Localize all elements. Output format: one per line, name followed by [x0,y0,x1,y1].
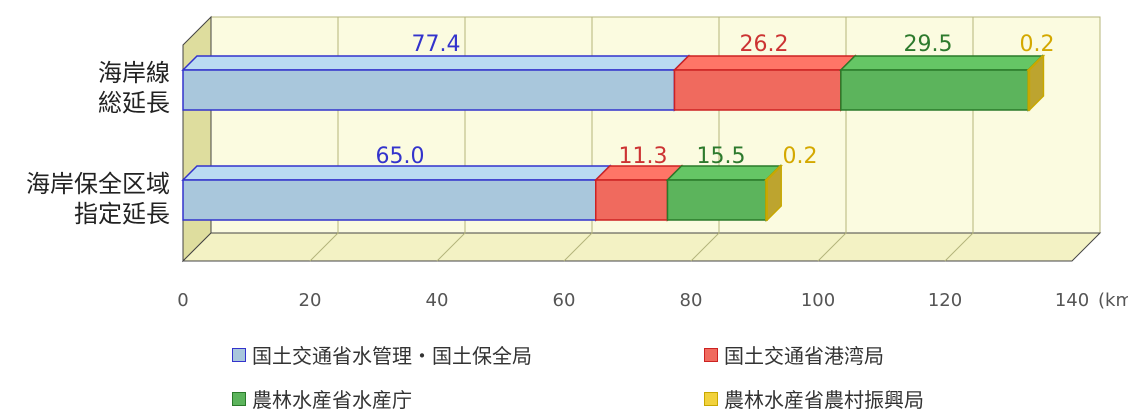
bar-1-series-2-top [672,55,857,71]
legend-item-series-3: 農林水産省水産庁 [232,384,412,413]
x-tick-label-80: 80 [680,290,703,311]
data-label-1-series-1: 77.4 [412,32,461,57]
bar-2-series-4-side [766,164,782,222]
bar-2-series-2 [595,179,669,221]
legend-label-series-4: 農林水産省農村振興局 [724,388,924,412]
legend-item-series-2: 国土交通省港湾局 [704,340,884,369]
bar-1-series-3 [840,69,1029,111]
x-tick-label-120: 120 [928,290,962,311]
bar-1-series-4-side [1028,54,1045,112]
x-tick-label-140: 140 [1055,290,1089,311]
data-label-2-series-1: 65.0 [376,144,425,169]
gridline-floor-120 [944,232,974,262]
gridline-floor-100 [817,232,847,262]
category-label-1-line-1: 海岸線 [98,59,170,87]
x-tick-label-40: 40 [426,290,449,311]
bar-1-series-1-top [181,55,691,71]
x-tick-label-60: 60 [553,290,576,311]
gridline-floor-60 [563,232,593,262]
legend-swatch-series-2 [704,348,718,362]
category-label-2-line-1: 海岸保全区域 [26,170,170,198]
bar-1-series-2 [673,69,842,111]
legend-label-series-2: 国土交通省港湾局 [724,344,884,368]
bar-1-series-3-top [839,55,1044,71]
category-label-1-line-2: 総延長 [98,89,170,117]
data-label-2-series-2: 11.3 [619,144,668,169]
data-label-1-series-2: 26.2 [740,32,789,57]
legend-swatch-series-1 [232,348,246,362]
bar-1-series-1 [182,69,676,111]
chart-floor [181,232,1102,262]
legend-swatch-series-4 [704,392,718,406]
data-label-1-series-4: 0.2 [1020,32,1055,57]
chart-side-wall [182,15,212,263]
legend-item-series-4: 農林水産省農村振興局 [704,384,924,413]
gridline-floor-40 [436,232,466,262]
legend-swatch-series-3 [232,392,246,406]
data-label-2-series-3: 15.5 [697,144,746,169]
bar-2-series-3 [666,179,767,221]
x-tick-label-20: 20 [299,290,322,311]
x-tick-label-100: 100 [801,290,835,311]
bar-2-series-1 [182,179,597,221]
gridline-floor-80 [690,232,720,262]
x-unit-label: (km) [1098,290,1128,311]
x-tick-label-0: 0 [177,290,188,311]
legend-item-series-1: 国土交通省水管理・国土保全局 [232,340,532,369]
data-label-1-series-3: 29.5 [904,32,953,57]
legend-label-series-1: 国土交通省水管理・国土保全局 [252,344,532,368]
legend-label-series-3: 農林水産省水産庁 [252,388,412,412]
category-label-2-line-2: 指定延長 [74,200,170,228]
gridline-floor-20 [309,232,339,262]
data-label-2-series-4: 0.2 [783,144,818,169]
